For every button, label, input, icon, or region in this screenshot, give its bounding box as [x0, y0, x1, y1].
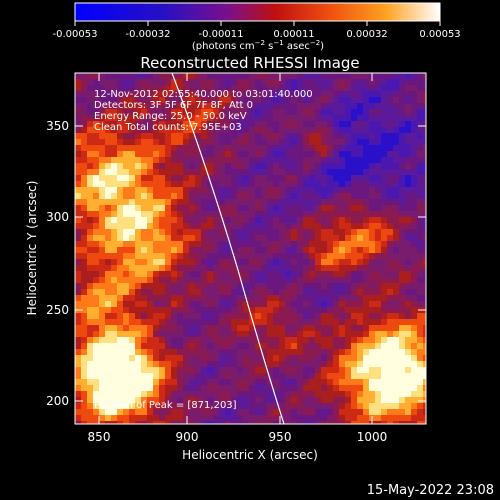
y-tick-label: 250 — [46, 303, 69, 317]
footer-timestamp: 15-May-2022 23:08 — [367, 483, 494, 498]
x-tick-label: 950 — [269, 430, 292, 444]
colorbar-tick-label: -0.00053 — [53, 29, 98, 40]
y-tick-label: 350 — [46, 119, 69, 133]
colorbar-tick-label: -0.00032 — [126, 29, 171, 40]
y-tick-label: 200 — [46, 394, 69, 408]
x-tick-label: 900 — [176, 430, 199, 444]
x-axis-label: Heliocentric X (arcsec) — [182, 448, 318, 462]
info-time-range: 12-Nov-2012 02:55:40.000 to 03:01:40.000 — [94, 89, 313, 100]
info-energy-range: Energy Range: 25.0 - 50.0 keV — [94, 111, 247, 122]
plot-frame — [74, 72, 427, 425]
colorbar-tick-label: 0.00011 — [273, 29, 314, 40]
solar-image — [75, 73, 426, 424]
info-detectors: Detectors: 3F 5F 6F 7F 8F, Att 0 — [94, 100, 253, 111]
peak-position-label: Position of Peak = [871,203] — [94, 400, 237, 411]
solar-limb-line — [171, 73, 285, 424]
colorbar-units: (photons cm−2 s−1 asec−2) — [192, 39, 324, 52]
y-tick-label: 300 — [46, 210, 69, 224]
colorbar-tick-label: -0.00011 — [199, 29, 244, 40]
colorbar — [74, 2, 441, 22]
plot-title: Reconstructed RHESSI Image — [140, 54, 359, 72]
axis-ticks: 850 900 950 1000 200 250 300 350 — [46, 73, 426, 444]
colorbar-tick-label: 0.00032 — [346, 29, 387, 40]
colorbar-tick-label: 0.00053 — [419, 29, 460, 40]
y-axis-label: Heliocentric Y (arcsec) — [25, 181, 39, 316]
colorbar-ticks: -0.00053 -0.00032 -0.00011 0.00011 0.00032 0.… — [53, 21, 461, 40]
info-clean-counts: Clean Total counts: 7.95E+03 — [94, 122, 242, 133]
x-tick-label: 1000 — [357, 430, 388, 444]
x-tick-label: 850 — [88, 430, 111, 444]
observation-info: 12-Nov-2012 02:55:40.000 to 03:01:40.000… — [94, 89, 313, 133]
